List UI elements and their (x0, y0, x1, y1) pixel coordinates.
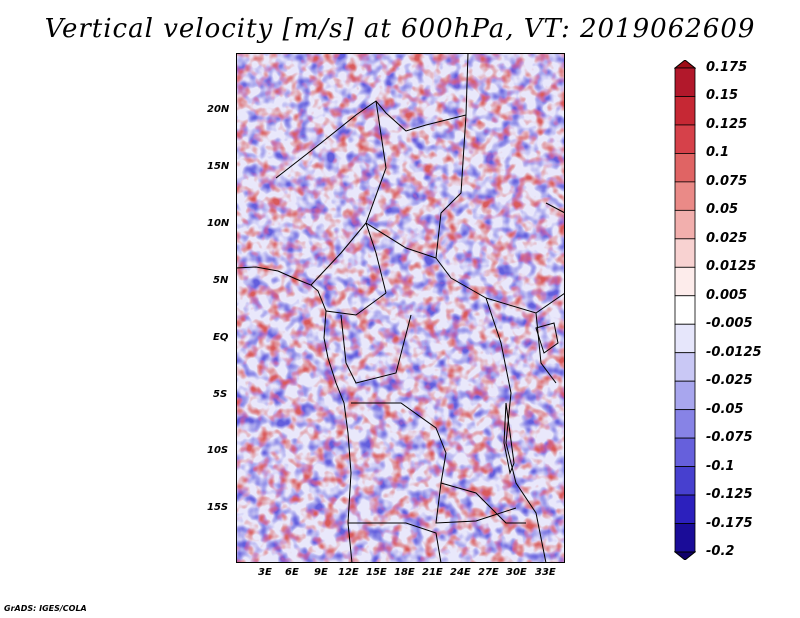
border-cameroon (310, 222, 387, 316)
colorbar-segment (674, 153, 696, 183)
colorbar-label: 0.05 (706, 202, 739, 218)
border-drc-south (351, 402, 526, 524)
colorbar-segment (674, 124, 696, 154)
colorbar-segment (674, 380, 696, 411)
colorbar-label: -0.2 (706, 544, 735, 559)
colorbar-segment (674, 494, 696, 524)
border-car (365, 222, 437, 259)
border-drc-east (485, 297, 547, 563)
colorbar-label: 0.005 (706, 287, 748, 303)
lat-label: 20N (207, 104, 230, 115)
lat-label: 15S (207, 502, 229, 513)
border-angola (348, 522, 442, 563)
lake-tanganyika (503, 402, 515, 475)
lon-label: 15E (366, 567, 387, 578)
lon-label: 12E (338, 567, 359, 578)
colorbar-label: -0.05 (706, 401, 744, 417)
colorbar-label: -0.075 (706, 430, 753, 446)
colorbar-label: 0.0125 (706, 259, 757, 275)
border-sudan (435, 114, 487, 299)
velocity-map (236, 53, 565, 563)
lon-label: 3E (258, 567, 272, 578)
colorbar-segment (674, 238, 696, 268)
lon-label: 30E (506, 567, 527, 578)
velocity-field (236, 53, 565, 563)
colorbar-segment (674, 437, 696, 467)
border-zambia (435, 482, 517, 524)
credit-text: GrADS: IGES/COLA (4, 604, 87, 613)
lon-label: 24E (450, 567, 471, 578)
colorbar-segment (674, 96, 696, 126)
lon-label: 27E (478, 567, 499, 578)
colorbar-segment (674, 266, 696, 297)
colorbar-label: 0.15 (706, 88, 739, 104)
colorbar-segment (674, 352, 696, 382)
colorbar-label: 0.1 (706, 145, 730, 161)
colorbar-label: -0.0125 (706, 344, 762, 360)
colorbar-label: -0.175 (706, 515, 753, 531)
colorbar-segment (674, 466, 696, 496)
colorbar-label: 0.075 (706, 173, 748, 189)
colorbar-segment (674, 323, 696, 354)
colorbar-label: -0.125 (706, 487, 753, 503)
colorbar-segment (674, 295, 696, 325)
colorbar-label: 0.125 (706, 116, 748, 132)
colorbar-top-arrow (674, 60, 696, 69)
lake-victoria (535, 322, 559, 354)
colorbar-label: 0.025 (706, 230, 748, 246)
lat-label: 5S (213, 389, 228, 400)
colorbar-bottom-arrow (674, 551, 696, 560)
chart-title: Vertical velocity [m/s] at 600hPa, VT: 2… (44, 14, 756, 44)
border-sahara (275, 53, 469, 179)
lon-label: 21E (422, 567, 443, 578)
country-borders (236, 53, 565, 563)
lon-label: 33E (535, 567, 556, 578)
lat-label: 10S (207, 445, 229, 456)
lon-label: 18E (394, 567, 415, 578)
colorbar-segment (674, 181, 696, 211)
lon-label: 6E (285, 567, 299, 578)
lat-label: 10N (207, 218, 230, 229)
colorbar (674, 60, 696, 560)
colorbar-label: -0.005 (706, 316, 753, 332)
coastline (236, 266, 353, 563)
colorbar-segment (674, 67, 696, 97)
colorbar-segment (674, 409, 696, 439)
colorbar-label: -0.025 (706, 373, 753, 389)
lat-label: 5N (213, 275, 229, 286)
colorbar-label: 0.175 (706, 60, 748, 75)
lat-label: 15N (207, 161, 230, 172)
colorbar-segment (674, 523, 696, 553)
lat-label: EQ (213, 332, 229, 343)
border-east (485, 202, 565, 384)
colorbar-label: -0.1 (706, 458, 735, 474)
map-frame (236, 53, 565, 563)
colorbar-segment (674, 209, 696, 240)
border-congo (340, 314, 412, 384)
lon-label: 9E (314, 567, 328, 578)
